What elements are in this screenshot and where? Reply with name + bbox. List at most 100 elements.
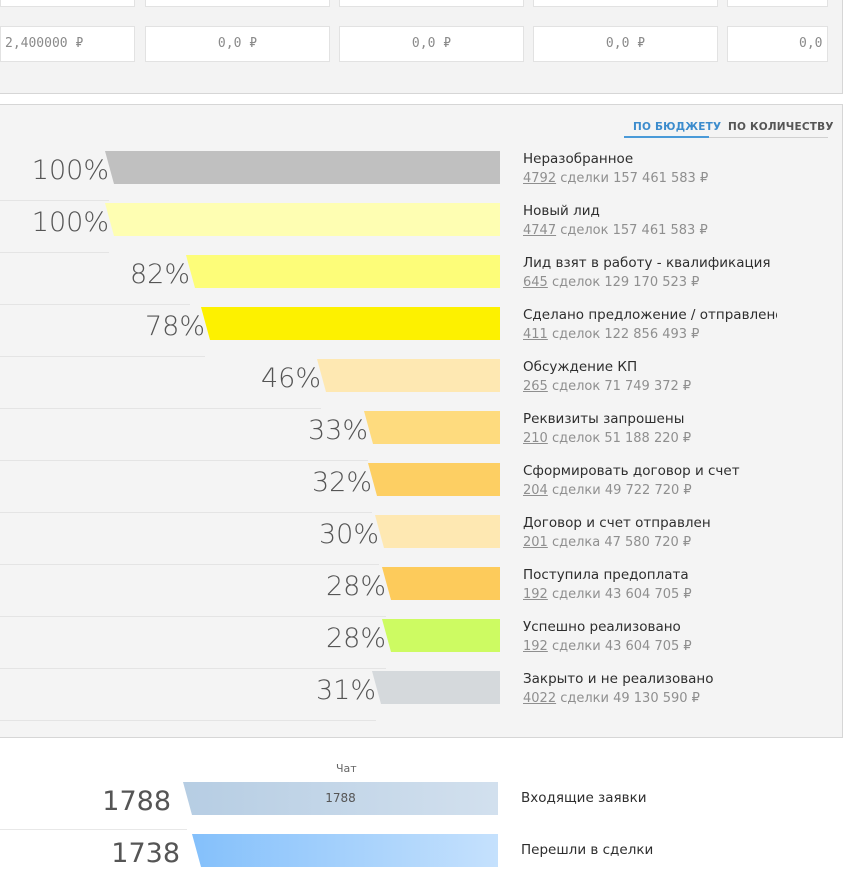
stage-baseline xyxy=(0,668,386,669)
tab-by-budget[interactable]: ПО БЮДЖЕТУ xyxy=(633,121,722,133)
stage-bar xyxy=(382,567,500,600)
summary-cell-stub xyxy=(727,0,828,7)
stage-name: Лид взят в работу - квалификация xyxy=(523,255,771,271)
active-tab-indicator xyxy=(624,136,709,138)
value-box: 0,0 ₽ xyxy=(533,26,718,62)
stage-deal-count-link[interactable]: 210 xyxy=(523,431,548,446)
stage-summary: 265 сделок 71 749 372 ₽ xyxy=(523,379,691,394)
funnel-stage-row: 33% Реквизиты запрошены 210 сделок 51 188 … xyxy=(0,411,843,463)
stage-summary: 4747 сделок 157 461 583 ₽ xyxy=(523,223,708,238)
source-name: Перешли в сделки xyxy=(521,842,654,858)
stage-deal-count-link[interactable]: 192 xyxy=(523,639,548,654)
stage-name: Поступила предоплата xyxy=(523,567,689,583)
stage-bar xyxy=(375,515,500,548)
stage-baseline xyxy=(0,460,368,461)
stage-name: Сделано предложение / отправлено КП xyxy=(523,307,777,323)
source-row: 1738 Перешли в сделки xyxy=(0,834,843,873)
stage-summary: 192 сделки 43 604 705 ₽ xyxy=(523,639,692,654)
stage-name: Договор и счет отправлен xyxy=(523,515,711,531)
stage-deal-summary: сделки 49 722 720 ₽ xyxy=(547,483,692,498)
stage-baseline xyxy=(0,720,376,721)
funnel-stage-row: 78% Сделано предложение / отправлено КП 41… xyxy=(0,307,843,359)
funnel-stage-row: 28% Успешно реализовано 192 сделки 43 604 … xyxy=(0,619,843,671)
tabs-divider xyxy=(624,137,828,138)
summary-cell-stub xyxy=(339,0,524,7)
stage-deal-count-link[interactable]: 204 xyxy=(523,483,548,498)
stage-bar xyxy=(317,359,500,392)
stage-baseline xyxy=(0,564,379,565)
value-box: 2,400000 ₽ xyxy=(0,26,135,62)
summary-cell-stub xyxy=(0,0,135,7)
stage-deal-summary: сделки 49 130 590 ₽ xyxy=(556,691,700,706)
stage-percent: 78% xyxy=(144,311,205,342)
stage-deal-summary: сделки 43 604 705 ₽ xyxy=(547,639,692,654)
stage-bar xyxy=(372,671,500,704)
source-row: 1788 1788 Входящие заявки xyxy=(0,782,843,834)
tab-by-count[interactable]: ПО КОЛИЧЕСТВУ xyxy=(728,121,834,133)
stage-name: Сформировать договор и счет xyxy=(523,463,740,479)
stage-percent: 100% xyxy=(31,207,109,238)
stage-summary: 201 сделка 47 580 720 ₽ xyxy=(523,535,691,550)
stage-summary: 4022 сделки 49 130 590 ₽ xyxy=(523,691,700,706)
stage-deal-count-link[interactable]: 192 xyxy=(523,587,548,602)
stage-percent: 31% xyxy=(315,675,376,706)
source-name: Входящие заявки xyxy=(521,790,647,806)
source-value: 1788 xyxy=(102,786,171,817)
stage-summary: 645 сделок 129 170 523 ₽ xyxy=(523,275,699,290)
stage-baseline xyxy=(0,408,321,409)
stage-name: Закрыто и не реализовано xyxy=(523,671,714,687)
stage-deal-summary: сделок 129 170 523 ₽ xyxy=(547,275,700,290)
stage-deal-count-link[interactable]: 4747 xyxy=(523,223,557,238)
stage-baseline xyxy=(0,304,190,305)
stage-deal-count-link[interactable]: 411 xyxy=(523,327,548,342)
stage-baseline xyxy=(0,616,386,617)
stage-percent: 30% xyxy=(318,519,379,550)
source-funnel-panel: Чат 1788 1788 Входящие заявки 1738 Перешли в… xyxy=(0,748,843,873)
source-baseline xyxy=(0,829,187,830)
funnel-stage-row: 100% Новый лид 4747 сделок 157 461 583 ₽ xyxy=(0,203,843,255)
stage-deal-count-link[interactable]: 645 xyxy=(523,275,548,290)
stage-baseline xyxy=(0,356,205,357)
stage-percent: 33% xyxy=(307,415,368,446)
value-box: 0,0 xyxy=(727,26,828,62)
source-bar xyxy=(183,782,498,815)
stage-deal-summary: сделка 47 580 720 ₽ xyxy=(547,535,692,550)
funnel-stage-row: 32% Сформировать договор и счет 204 сделки… xyxy=(0,463,843,515)
stage-summary: 4792 сделки 157 461 583 ₽ xyxy=(523,171,708,186)
source-bar-label: 1788 xyxy=(325,791,356,805)
stage-bar xyxy=(105,151,500,184)
stage-deal-count-link[interactable]: 265 xyxy=(523,379,548,394)
stage-baseline xyxy=(0,512,372,513)
stage-percent: 100% xyxy=(31,155,109,186)
source-bar xyxy=(192,834,498,867)
stage-deal-summary: сделок 51 188 220 ₽ xyxy=(547,431,692,446)
source-value: 1738 xyxy=(111,838,180,869)
stage-deal-summary: сделок 157 461 583 ₽ xyxy=(556,223,708,238)
funnel-stage-row: 31% Закрыто и не реализовано 4022 сделки 4… xyxy=(0,671,843,723)
stage-name: Обсуждение КП xyxy=(523,359,638,375)
stage-percent: 28% xyxy=(325,571,386,602)
stage-name: Неразобранное xyxy=(523,151,634,167)
stage-baseline xyxy=(0,200,109,201)
stage-deal-summary: сделки 43 604 705 ₽ xyxy=(547,587,692,602)
summary-cell-stub xyxy=(145,0,330,7)
stage-name: Реквизиты запрошены xyxy=(523,411,685,427)
stage-summary: 411 сделок 122 856 493 ₽ xyxy=(523,327,699,342)
stage-deal-summary: сделки 157 461 583 ₽ xyxy=(556,171,709,186)
stage-bar xyxy=(368,463,500,496)
stage-deal-summary: сделок 71 749 372 ₽ xyxy=(547,379,692,394)
stage-deal-count-link[interactable]: 201 xyxy=(523,535,548,550)
stage-deal-count-link[interactable]: 4022 xyxy=(523,691,557,706)
stage-baseline xyxy=(0,252,109,253)
funnel-stage-row: 100% Неразобранное 4792 сделки 157 461 583… xyxy=(0,151,843,203)
stage-summary: 210 сделок 51 188 220 ₽ xyxy=(523,431,691,446)
stage-deal-count-link[interactable]: 4792 xyxy=(523,171,557,186)
stage-bar xyxy=(364,411,500,444)
funnel-stage-row: 28% Поступила предоплата 192 сделки 43 604… xyxy=(0,567,843,619)
stage-bar xyxy=(186,255,500,288)
stage-summary: 204 сделки 49 722 720 ₽ xyxy=(523,483,692,498)
summary-cell-stub xyxy=(533,0,718,7)
summary-panel: 2,400000 ₽ 0,0 ₽ 0,0 ₽ 0,0 ₽ 0,0 xyxy=(0,0,843,94)
stage-percent: 46% xyxy=(260,363,321,394)
stage-deal-summary: сделок 122 856 493 ₽ xyxy=(547,327,700,342)
